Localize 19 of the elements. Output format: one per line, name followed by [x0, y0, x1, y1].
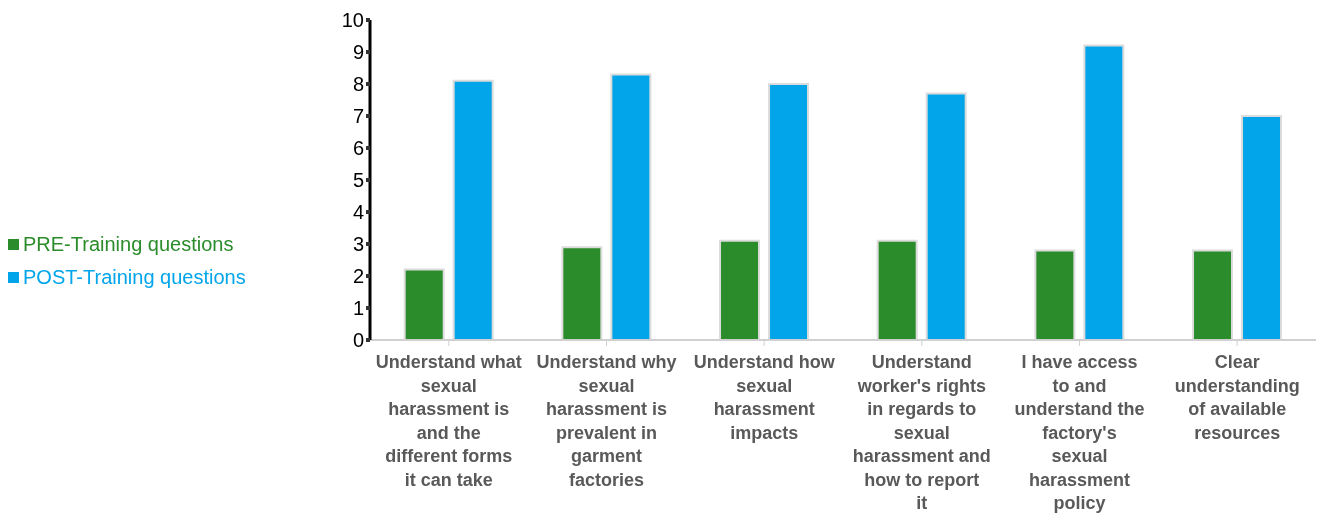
y-tick-label: 6 — [352, 137, 364, 160]
x-tick-label: Understand worker's rights in regards to sexual harassment and how to report it — [852, 352, 991, 513]
y-tick-label: 8 — [352, 73, 364, 96]
x-tick-label: I have access to and understand the factory's sexual harassment policy — [1014, 352, 1145, 513]
x-tick-label: Understand what sexual harassment is and the different forms it can take — [375, 352, 522, 490]
y-tick-label: 1 — [352, 297, 364, 320]
y-tick-label: 0 — [352, 329, 364, 352]
y-tick-label: 2 — [352, 265, 364, 288]
legend-label: POST-Training questions — [23, 266, 246, 289]
y-tick-label: 10 — [341, 9, 364, 32]
y-tick-label: 7 — [352, 105, 364, 128]
legend-label: PRE-Training questions — [23, 233, 234, 256]
y-tick-label: 3 — [352, 233, 364, 256]
y-tick-label: 9 — [352, 41, 364, 64]
y-tick-label: 5 — [352, 169, 364, 192]
x-tick-label: Understand why sexual harassment is prevalent in garment factories — [536, 352, 677, 490]
x-tick-label: Understand how sexual harassment impacts — [693, 352, 836, 443]
y-tick-label: 4 — [352, 201, 364, 224]
x-tick-label: Clear understanding of available resources — [1174, 352, 1300, 443]
